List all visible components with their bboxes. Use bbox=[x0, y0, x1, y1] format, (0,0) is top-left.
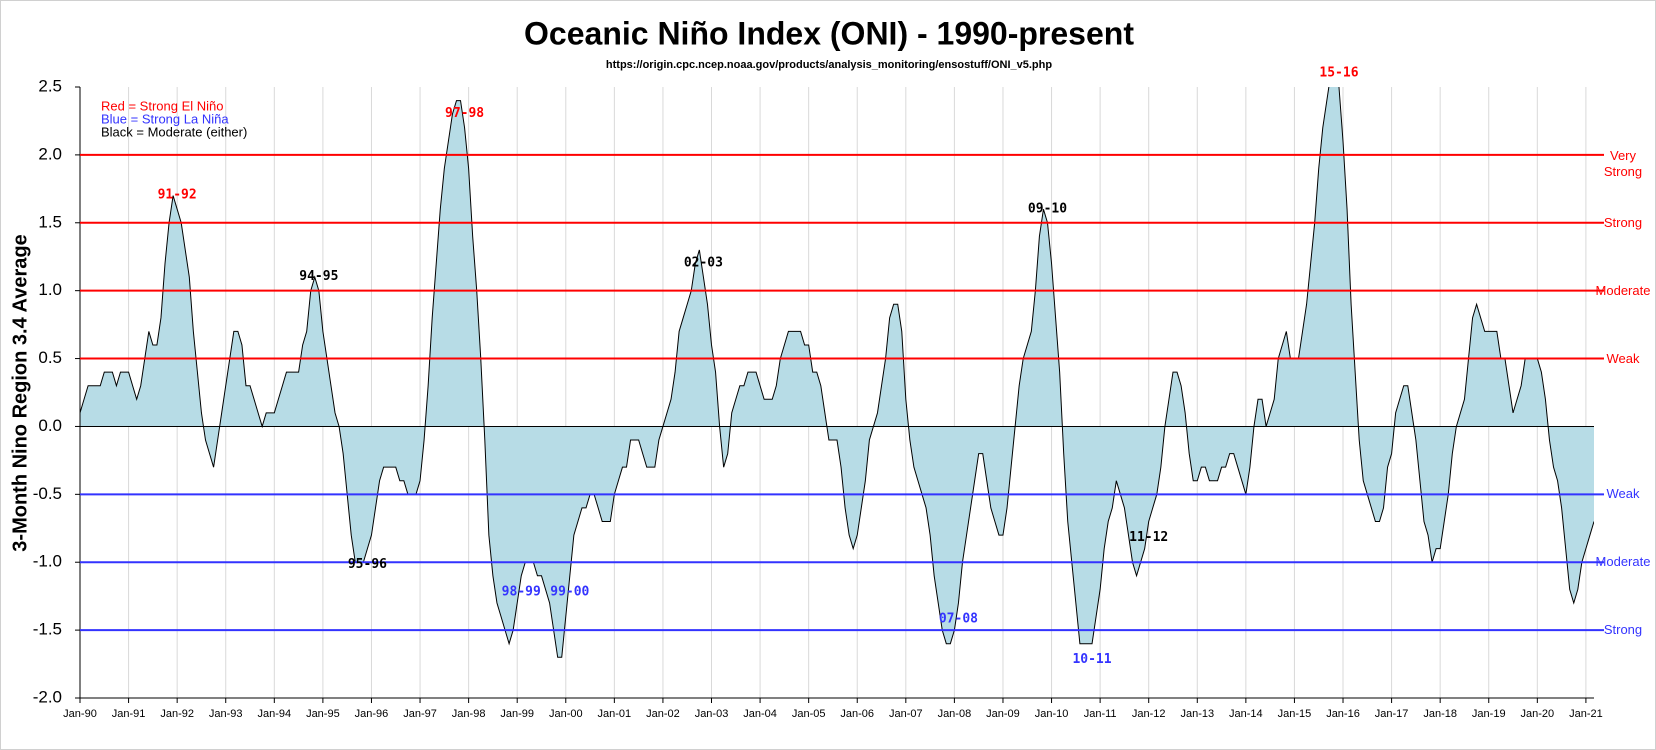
y-tick-label: -0.5 bbox=[33, 484, 62, 503]
chart-subtitle: https://origin.cpc.ncep.noaa.gov/product… bbox=[606, 59, 1052, 71]
y-tick-label: -1.5 bbox=[33, 620, 62, 639]
x-tick-label: Jan-09 bbox=[986, 708, 1020, 720]
y-tick-label: 0.0 bbox=[38, 416, 62, 435]
legend-note: Blue = Strong La Niña bbox=[101, 111, 229, 126]
event-label: 09-10 bbox=[1028, 201, 1067, 216]
y-tick-label: 2.5 bbox=[38, 76, 62, 95]
area bbox=[80, 87, 1594, 658]
y-tick-label: 1.5 bbox=[38, 212, 62, 231]
y-tick-label: 2.0 bbox=[38, 144, 62, 163]
x-tick-label: Jan-21 bbox=[1569, 708, 1603, 720]
y-axis-label: 3-Month Nino Region 3.4 Average bbox=[9, 234, 31, 551]
threshold-label: Strong bbox=[1603, 622, 1643, 638]
x-tick-label: Jan-98 bbox=[452, 708, 486, 720]
x-tick-label: Jan-99 bbox=[500, 708, 534, 720]
y-tick-label: -2.0 bbox=[33, 687, 62, 706]
event-label: 11-12 bbox=[1129, 530, 1168, 545]
x-tick-label: Jan-05 bbox=[792, 708, 826, 720]
x-tick-label: Jan-16 bbox=[1326, 708, 1360, 720]
x-tick-label: Jan-15 bbox=[1278, 708, 1312, 720]
x-tick-label: Jan-19 bbox=[1472, 708, 1506, 720]
x-tick-label: Jan-97 bbox=[403, 708, 437, 720]
x-tick-label: Jan-95 bbox=[306, 708, 340, 720]
x-tick-label: Jan-17 bbox=[1375, 708, 1409, 720]
x-tick-label: Jan-00 bbox=[549, 708, 583, 720]
x-tick-label: Jan-07 bbox=[889, 708, 923, 720]
event-label: 10-11 bbox=[1072, 652, 1111, 667]
x-tick-label: Jan-93 bbox=[209, 708, 243, 720]
threshold-label: Weak bbox=[1606, 486, 1640, 502]
event-label: 15-16 bbox=[1319, 66, 1358, 81]
x-tick-label: Jan-18 bbox=[1423, 708, 1457, 720]
event-label: 91-92 bbox=[158, 188, 197, 203]
x-tick-label: Jan-13 bbox=[1180, 708, 1214, 720]
y-tick-label: -1.0 bbox=[33, 552, 62, 571]
event-label: 95-96 bbox=[348, 557, 387, 572]
x-tick-label: Jan-08 bbox=[938, 708, 972, 720]
x-tick-label: Jan-11 bbox=[1084, 708, 1117, 720]
x-tick-label: Jan-02 bbox=[646, 708, 680, 720]
x-tick-label: Jan-20 bbox=[1521, 708, 1555, 720]
legend-note: Black = Moderate (either) bbox=[101, 124, 247, 139]
y-tick-label: 0.5 bbox=[38, 348, 62, 367]
x-tick-label: Jan-01 bbox=[598, 708, 632, 720]
line bbox=[80, 87, 1594, 658]
event-label: 07-08 bbox=[939, 611, 978, 626]
threshold-label: Moderate bbox=[1595, 282, 1651, 298]
threshold-label: Weak bbox=[1606, 350, 1640, 366]
event-label: 98-99 bbox=[502, 584, 541, 599]
x-tick-label: Jan-14 bbox=[1229, 708, 1263, 720]
event-label: 02-03 bbox=[684, 256, 723, 271]
threshold-label: Very Strong bbox=[1603, 147, 1643, 179]
x-tick-label: Jan-94 bbox=[257, 708, 291, 720]
event-label: 94-95 bbox=[299, 269, 338, 284]
plot bbox=[80, 87, 1594, 658]
threshold-label: Strong bbox=[1603, 214, 1643, 230]
x-tick-label: Jan-04 bbox=[743, 708, 777, 720]
chart-title: Oceanic Niño Index (ONI) - 1990-present bbox=[524, 15, 1134, 51]
event-label: 99-00 bbox=[550, 584, 589, 599]
x-tick-label: Jan-12 bbox=[1132, 708, 1166, 720]
x-tick-label: Jan-10 bbox=[1035, 708, 1069, 720]
x-tick-label: Jan-96 bbox=[355, 708, 389, 720]
x-tick-label: Jan-03 bbox=[695, 708, 729, 720]
threshold-label: Moderate bbox=[1595, 554, 1651, 570]
x-tick-label: Jan-92 bbox=[160, 708, 194, 720]
legend-note: Red = Strong El Niño bbox=[101, 98, 223, 113]
x-tick-label: Jan-06 bbox=[840, 708, 874, 720]
x-tick-label: Jan-90 bbox=[63, 708, 97, 720]
y-tick-label: 1.0 bbox=[38, 280, 62, 299]
x-tick-label: Jan-91 bbox=[112, 708, 146, 720]
event-label: 97-98 bbox=[445, 106, 484, 121]
